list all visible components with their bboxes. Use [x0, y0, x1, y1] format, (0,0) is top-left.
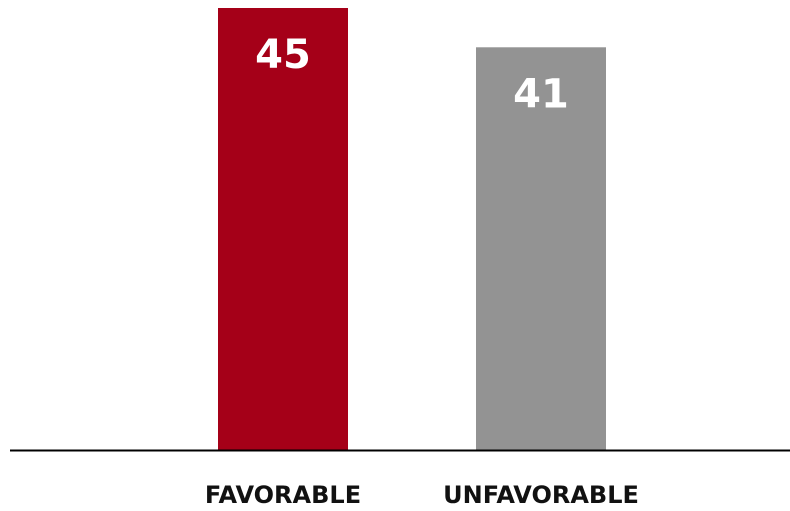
bars-layer: 45 41	[218, 8, 606, 451]
category-label-favorable: FAVORABLE	[205, 481, 361, 509]
bar-favorable	[218, 8, 348, 450]
bar-unfavorable	[476, 47, 606, 451]
data-label-unfavorable: 41	[513, 71, 569, 117]
category-labels-layer: FAVORABLE UNFAVORABLE	[205, 481, 639, 509]
data-label-favorable: 45	[255, 32, 311, 78]
category-label-unfavorable: UNFAVORABLE	[443, 481, 639, 509]
